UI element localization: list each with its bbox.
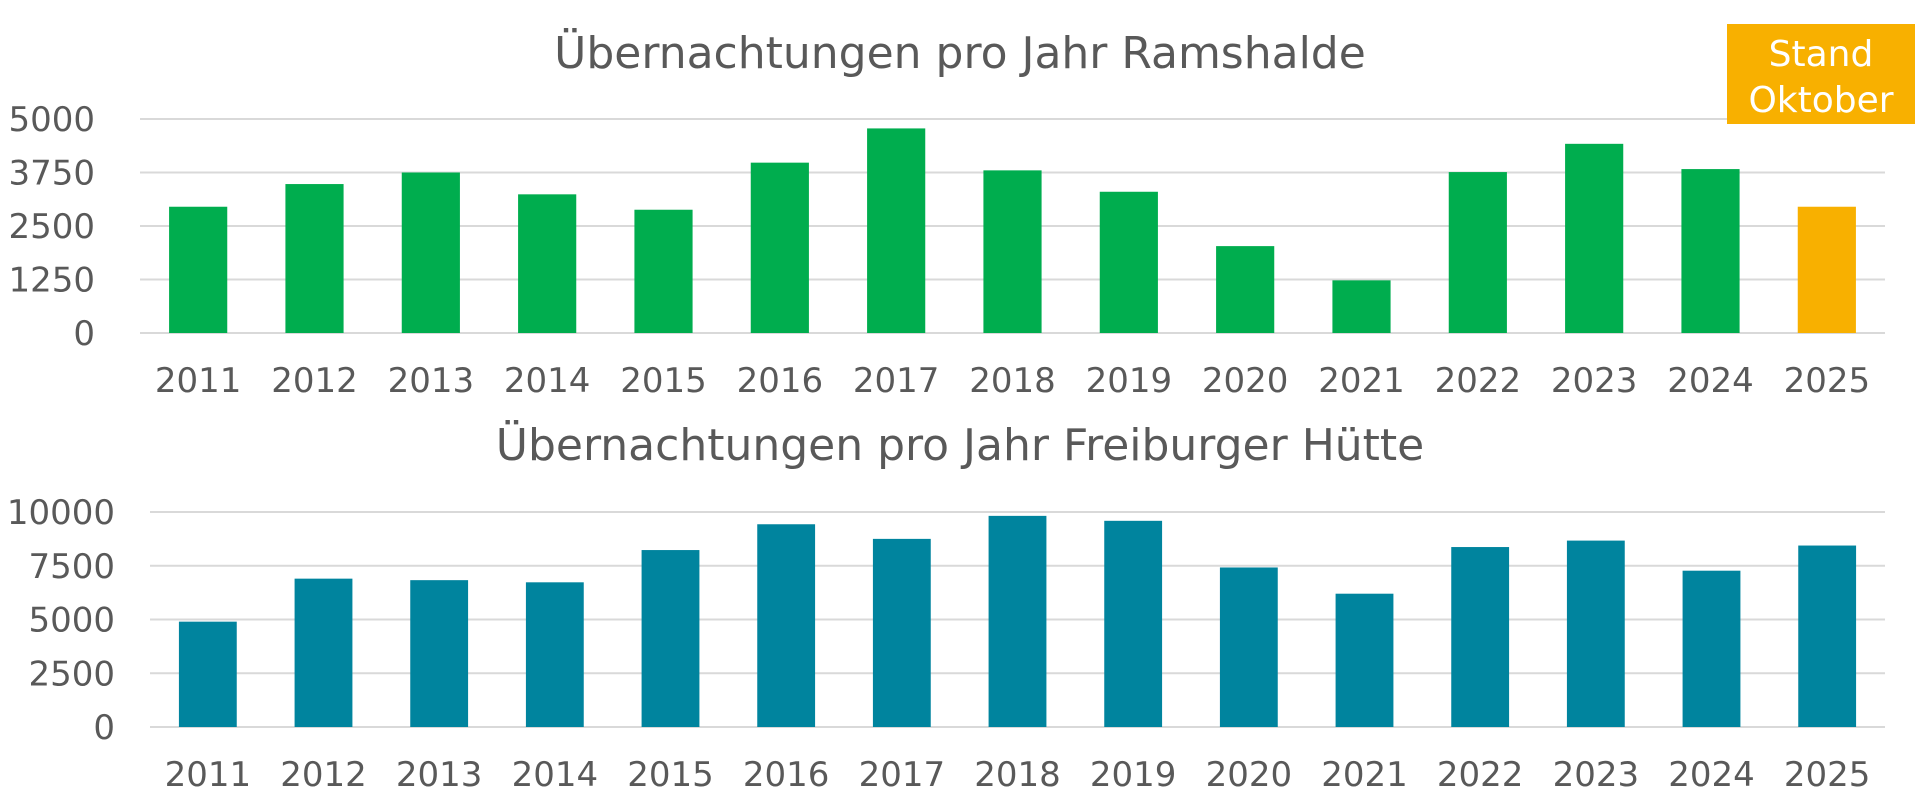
freiburger-huette-bar-2025 <box>1798 545 1857 727</box>
freiburger-huette-y-axis-labels: 0 2500 5000 7500 10000 <box>7 493 115 748</box>
ramshalde-x-tick-label: 2013 <box>388 361 475 401</box>
ramshalde-x-tick-label: 2011 <box>155 361 242 401</box>
stand-oktober-note: Stand Oktober <box>1727 24 1915 124</box>
freiburger-huette-bar-2022 <box>1451 547 1510 727</box>
ramshalde-y-axis-labels: 0 1250 2500 3750 5000 <box>8 100 95 354</box>
stand-oktober-note-line2: Oktober <box>1748 80 1893 121</box>
freiburger-huette-y-tick-label: 0 <box>93 708 115 748</box>
ramshalde-y-tick-label: 2500 <box>8 207 95 247</box>
stand-oktober-note-line1: Stand <box>1769 34 1874 75</box>
freiburger-huette-x-tick-label: 2018 <box>974 755 1061 795</box>
freiburger-huette-bar-2017 <box>872 538 931 727</box>
ramshalde-chart-title: Übernachtungen pro Jahr Ramshalde <box>554 27 1366 79</box>
freiburger-huette-x-tick-label: 2011 <box>165 755 252 795</box>
ramshalde-bar-2018 <box>983 170 1042 333</box>
freiburger-huette-bar-2023 <box>1566 540 1625 727</box>
ramshalde-x-tick-label: 2012 <box>271 361 358 401</box>
freiburger-huette-x-tick-label: 2013 <box>396 755 483 795</box>
ramshalde-x-tick-label: 2025 <box>1784 361 1871 401</box>
freiburger-huette-bar-2011 <box>178 621 237 727</box>
freiburger-huette-chart: Übernachtungen pro Jahr Freiburger Hütte… <box>7 419 1885 795</box>
ramshalde-bar-2022 <box>1448 172 1507 333</box>
ramshalde-y-tick-label: 0 <box>73 314 95 354</box>
freiburger-huette-x-tick-label: 2014 <box>512 755 599 795</box>
ramshalde-bar-2016 <box>750 162 809 333</box>
freiburger-huette-bar-2018 <box>988 515 1047 727</box>
freiburger-huette-bar-2024 <box>1682 570 1741 727</box>
freiburger-huette-y-tick-label: 2500 <box>28 654 115 694</box>
ramshalde-bar-2012 <box>285 184 344 333</box>
ramshalde-bar-2013 <box>401 172 460 333</box>
ramshalde-x-tick-label: 2020 <box>1202 361 1289 401</box>
freiburger-huette-chart-title: Übernachtungen pro Jahr Freiburger Hütte <box>496 419 1425 471</box>
freiburger-huette-bar-2019 <box>1104 520 1163 727</box>
ramshalde-bar-2014 <box>518 194 577 333</box>
freiburger-huette-bar-2020 <box>1219 567 1278 727</box>
freiburger-huette-bars <box>178 515 1857 727</box>
ramshalde-x-tick-label: 2024 <box>1667 361 1754 401</box>
ramshalde-x-tick-label: 2014 <box>504 361 591 401</box>
ramshalde-x-tick-label: 2016 <box>737 361 824 401</box>
freiburger-huette-x-tick-label: 2017 <box>859 755 946 795</box>
ramshalde-y-tick-label: 1250 <box>8 261 95 301</box>
freiburger-huette-bar-2021 <box>1335 593 1394 727</box>
freiburger-huette-x-tick-label: 2024 <box>1668 755 1755 795</box>
freiburger-huette-x-tick-label: 2022 <box>1437 755 1524 795</box>
ramshalde-chart: Übernachtungen pro Jahr Ramshalde 0 1250 2… <box>8 27 1885 401</box>
freiburger-huette-x-tick-label: 2019 <box>1090 755 1177 795</box>
ramshalde-x-tick-label: 2018 <box>969 361 1056 401</box>
ramshalde-x-axis-labels: 2011 2012 2013 2014 2015 2016 2017 2018 2019 2020… <box>155 361 1870 401</box>
freiburger-huette-bar-2013 <box>410 580 469 727</box>
ramshalde-x-tick-label: 2021 <box>1318 361 1405 401</box>
freiburger-huette-bar-2016 <box>757 524 816 727</box>
ramshalde-x-tick-label: 2017 <box>853 361 940 401</box>
ramshalde-bar-2021 <box>1332 280 1391 333</box>
ramshalde-bar-2023 <box>1565 143 1624 333</box>
freiburger-huette-y-tick-label: 5000 <box>28 601 115 641</box>
freiburger-huette-bar-2015 <box>641 550 700 727</box>
ramshalde-x-tick-label: 2019 <box>1086 361 1173 401</box>
ramshalde-bar-2019 <box>1099 191 1158 333</box>
ramshalde-bar-2017 <box>867 128 926 333</box>
freiburger-huette-bar-2012 <box>294 578 353 727</box>
ramshalde-x-tick-label: 2015 <box>620 361 707 401</box>
freiburger-huette-x-tick-label: 2012 <box>280 755 367 795</box>
freiburger-huette-x-tick-label: 2015 <box>627 755 714 795</box>
freiburger-huette-y-tick-label: 7500 <box>28 547 115 587</box>
ramshalde-bars <box>169 128 1856 333</box>
stand-oktober-note-box <box>1727 24 1915 124</box>
ramshalde-x-tick-label: 2023 <box>1551 361 1638 401</box>
freiburger-huette-x-tick-label: 2020 <box>1206 755 1293 795</box>
freiburger-huette-x-tick-label: 2016 <box>743 755 830 795</box>
ramshalde-bar-2024 <box>1681 169 1740 333</box>
freiburger-huette-bar-2014 <box>525 582 584 727</box>
freiburger-huette-x-tick-label: 2025 <box>1784 755 1871 795</box>
freiburger-huette-y-tick-label: 10000 <box>7 493 115 533</box>
freiburger-huette-x-tick-label: 2021 <box>1321 755 1408 795</box>
freiburger-huette-x-tick-label: 2023 <box>1553 755 1640 795</box>
ramshalde-y-tick-label: 5000 <box>8 100 95 140</box>
freiburger-huette-x-axis-labels: 2011 2012 2013 2014 2015 2016 2017 2018 2019 2020… <box>165 755 1871 795</box>
ramshalde-x-tick-label: 2022 <box>1435 361 1522 401</box>
ramshalde-bar-2020 <box>1216 246 1275 333</box>
ramshalde-y-tick-label: 3750 <box>8 154 95 194</box>
ramshalde-bar-2025 <box>1797 206 1856 333</box>
ramshalde-bar-2015 <box>634 209 693 333</box>
ramshalde-bar-2011 <box>169 206 228 333</box>
